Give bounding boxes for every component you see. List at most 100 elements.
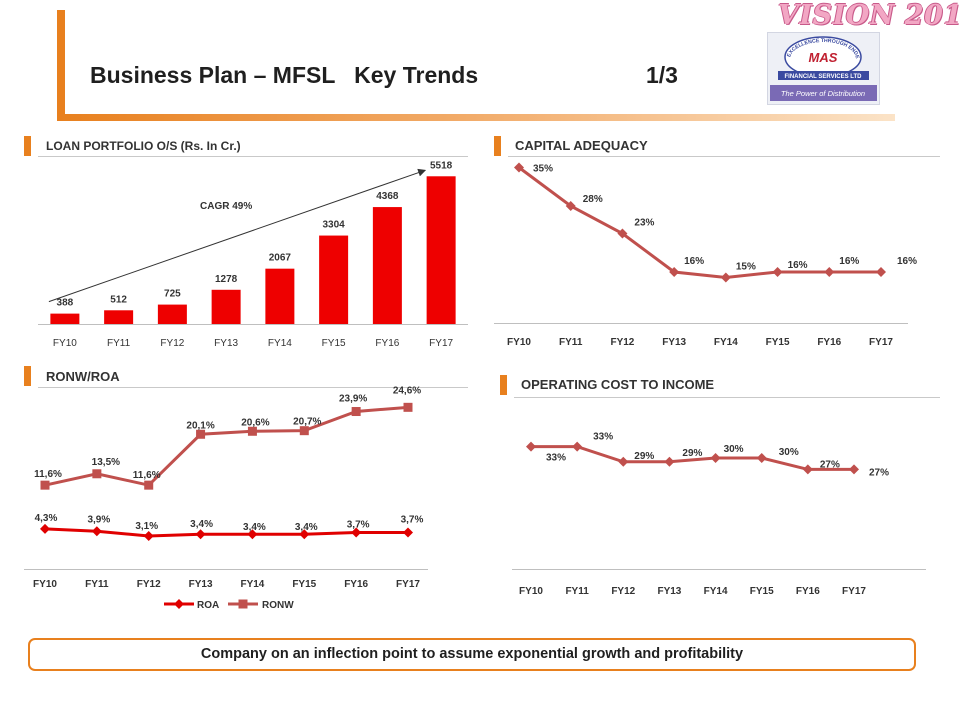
opcost-line [531,445,854,471]
capital-value-label: 23% [634,218,654,229]
capital-category-label: FY11 [559,337,583,348]
ronw-category-label: FY16 [344,579,368,590]
opcost-value-label: 27% [820,459,840,470]
cagr-annotation: CAGR 49% [200,201,252,212]
legend-ronw-label: RONW [262,600,294,611]
roa-value-label: 3,4% [243,522,266,533]
loan-value-label: 2067 [269,253,292,264]
capital-value-label: 28% [583,194,603,205]
loan-value-label: 4368 [376,191,399,202]
roa-point [247,529,258,540]
opcost-category-label: FY13 [657,586,681,597]
capital-point [565,201,576,211]
loan-bar [372,207,402,324]
vision-brand-text: VISION 2015 [778,0,960,31]
opcost-category-label: FY11 [565,586,589,597]
capital-point [617,228,628,239]
capital-line [518,166,881,280]
capital-category-label: FY13 [662,337,686,348]
ronw-category-label: FY12 [137,579,161,590]
roa-value-label: 3,1% [135,521,158,532]
capital-category-label: FY12 [610,337,634,348]
ronw-section-title: RONW/ROA [46,369,120,384]
capital-category-label: FY16 [817,337,841,348]
roa-value-label: 3,4% [190,519,213,530]
loan-value-label: 388 [57,298,74,309]
loan-category-label: FY14 [268,338,292,349]
opcost-value-label: 29% [682,448,702,459]
loan-category-label: FY16 [375,338,399,349]
loan-bar [426,176,456,324]
ronw-category-label: FY17 [396,579,420,590]
ronw-point [351,407,361,417]
opcost-category-label: FY17 [842,586,866,597]
ronw-point [299,426,309,436]
legend-roa-label: ROA [197,600,219,611]
loan-bar [104,310,134,324]
ronw-point [92,469,102,479]
opcost-point [802,464,813,475]
ronw-point [247,426,257,436]
opcost-section-title: OPERATING COST TO INCOME [521,377,715,392]
opcost-point [526,441,536,452]
roa-value-label: 3,7% [347,519,370,530]
roa-value-label: 4,3% [35,513,58,524]
loan-section-title: LOAN PORTFOLIO O/S (Rs. In Cr.) [46,139,241,153]
opcost-category-label: FY14 [704,586,728,597]
capital-value-label: 16% [788,260,808,271]
loan-category-label: FY12 [160,338,184,349]
loan-section-marker [24,136,31,156]
capital-value-label: 16% [897,256,917,267]
capital-category-label: FY14 [714,337,738,348]
loan-bar [211,289,241,324]
loan-category-label: FY10 [53,338,77,349]
opcost-point [710,453,721,463]
capital-value-label: 35% [533,164,553,175]
capital-point [772,267,783,277]
roa-point [91,526,102,537]
loan-category-label: FY15 [322,338,346,349]
opcost-point [756,453,767,463]
ronw-point [196,429,206,439]
loan-category-label: FY11 [107,338,131,349]
capital-point [876,267,886,277]
capital-value-label: 15% [736,262,756,273]
ronw-value-label: 20,6% [241,417,269,428]
opcost-point [572,441,583,452]
ronw-category-label: FY10 [33,579,57,590]
ronw-category-label: FY13 [189,579,213,590]
legend-ronw-marker [238,599,248,609]
ronw-category-label: FY11 [85,579,109,590]
loan-value-label: 1278 [215,274,238,285]
capital-section-marker [494,136,501,156]
roa-point [40,523,50,534]
legend-roa-marker [174,599,184,609]
opcost-value-label: 29% [634,451,654,462]
loan-value-label: 5518 [430,160,453,171]
ronw-point [403,402,413,412]
roa-value-label: 3,4% [295,522,318,533]
roa-point [143,531,154,542]
cagr-arrow [48,168,427,303]
loan-value-label: 3304 [323,220,346,231]
loan-bar [50,313,80,324]
roa-point [403,527,413,538]
page-number: 1/3 [646,62,678,88]
roa-point [351,527,362,538]
loan-category-label: FY17 [429,338,453,349]
capital-point [720,272,731,283]
page-title: Business Plan – MFSL Key Trends 1/3 [90,62,678,89]
opcost-category-label: FY10 [519,586,543,597]
roa-value-label: 3,7% [401,514,424,525]
opcost-category-label: FY16 [796,586,820,597]
ronw-section-marker [24,366,31,386]
ronw-line [44,405,409,487]
opcost-value-label: 33% [593,432,613,443]
capital-point [824,267,835,277]
opcost-value-label: 30% [779,447,799,458]
opcost-point [618,456,629,467]
